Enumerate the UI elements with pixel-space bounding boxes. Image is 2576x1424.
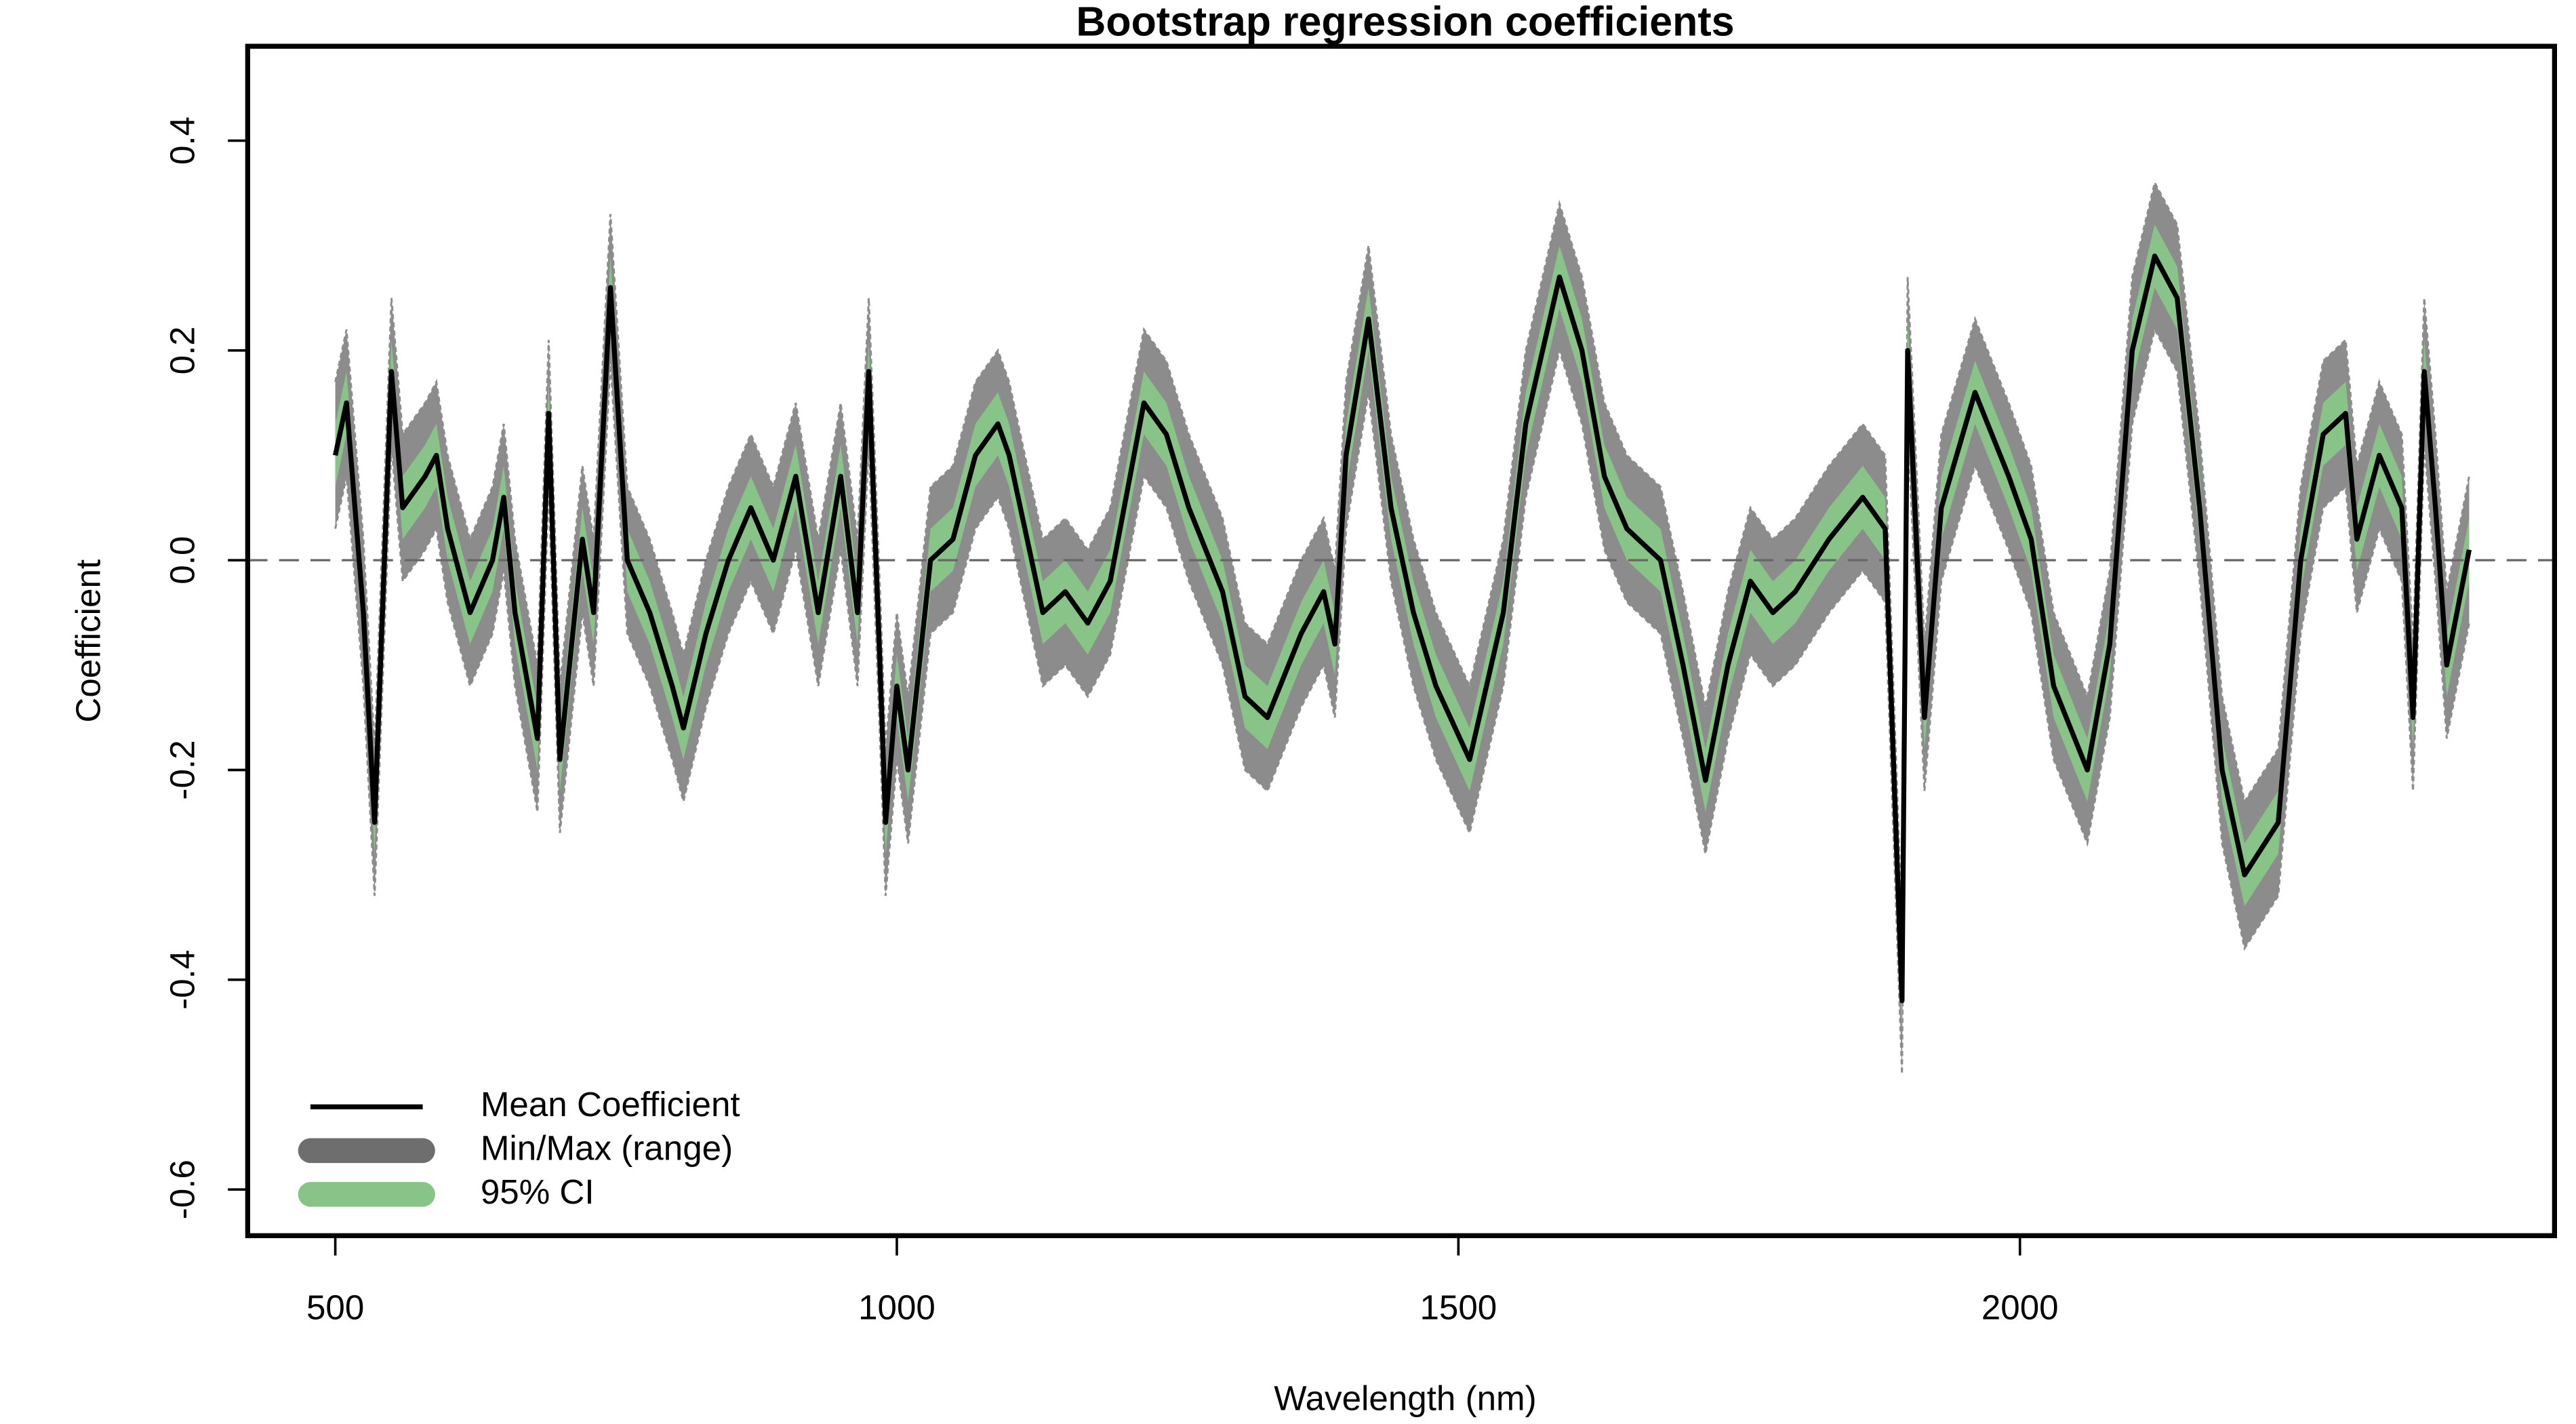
chart-title: Bootstrap regression coefficients: [1076, 0, 1734, 45]
x-tick-label: 1500: [1420, 1288, 1497, 1326]
legend-label: Min/Max (range): [481, 1128, 733, 1167]
band-edge: [334, 180, 2470, 928]
mean-line: [333, 253, 2472, 1004]
y-tick-label: -0.2: [163, 740, 201, 799]
y-tick-label: -0.4: [163, 950, 201, 1010]
series-layer: [247, 180, 2555, 1075]
y-axis-label: Coefficient: [68, 559, 107, 723]
x-tick-label: 500: [306, 1288, 364, 1326]
y-tick-label: 0.2: [163, 326, 201, 374]
legend-label: 95% CI: [481, 1172, 595, 1211]
y-tick-label: 0.4: [163, 117, 201, 165]
plot-frame: [245, 43, 2557, 1238]
x-tick-label: 1000: [858, 1288, 935, 1326]
x-tick-label: 2000: [1981, 1288, 2059, 1326]
y-tick-label: 0.0: [163, 536, 201, 585]
legend-label: Mean Coefficient: [481, 1085, 740, 1124]
y-tick-label: -0.6: [163, 1160, 201, 1219]
band-edge: [334, 326, 2470, 1075]
x-axis-label: Wavelength (nm): [1274, 1379, 1536, 1417]
